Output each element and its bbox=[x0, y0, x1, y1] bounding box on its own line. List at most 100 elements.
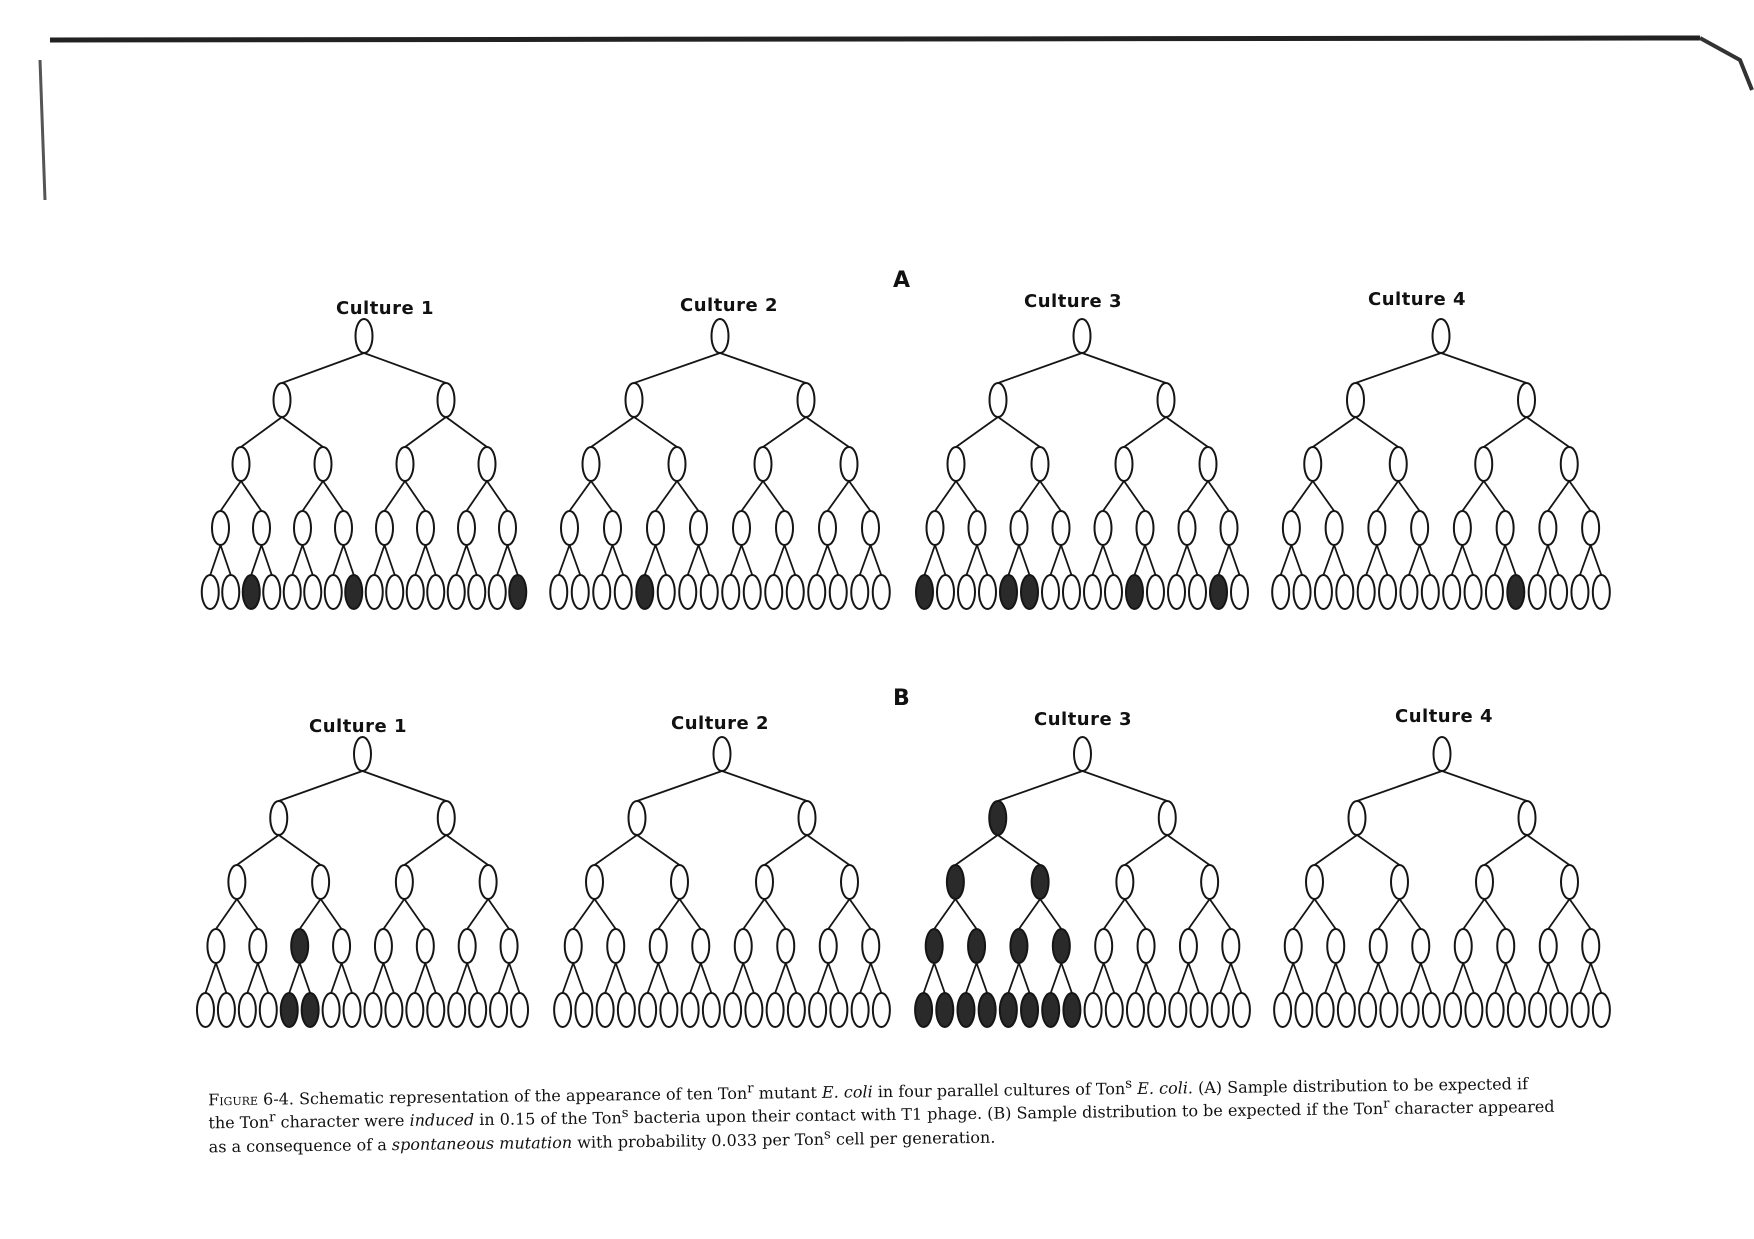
panel-b-culture-3-tree bbox=[914, 736, 1251, 1028]
division-line bbox=[568, 544, 582, 576]
bacterium-cell bbox=[574, 992, 594, 1028]
division-line bbox=[1568, 480, 1592, 512]
division-line bbox=[1018, 898, 1041, 930]
bacterium-cell bbox=[1230, 574, 1249, 610]
division-line bbox=[783, 544, 797, 576]
division-line bbox=[413, 962, 427, 994]
division-line bbox=[1039, 480, 1062, 512]
division-line bbox=[1547, 962, 1560, 994]
division-line bbox=[955, 416, 999, 448]
bacterium-cell bbox=[447, 992, 467, 1028]
division-line bbox=[1568, 898, 1592, 930]
bacterium-cell bbox=[840, 864, 859, 900]
division-line bbox=[923, 544, 936, 576]
bacterium-cell bbox=[384, 992, 404, 1028]
division-line bbox=[1207, 480, 1230, 512]
bacterium-cell bbox=[861, 510, 880, 546]
bacterium-cell bbox=[946, 446, 966, 482]
division-line bbox=[1579, 544, 1592, 576]
bacterium-cell bbox=[850, 992, 870, 1028]
division-line bbox=[1176, 962, 1190, 994]
bacterium-cell bbox=[1560, 864, 1579, 900]
division-line bbox=[827, 962, 840, 994]
bacterium-cell bbox=[1538, 510, 1558, 546]
bacterium-cell bbox=[262, 574, 282, 610]
bacterium-cell bbox=[807, 574, 827, 610]
bacterium-cell bbox=[1167, 574, 1186, 610]
division-line bbox=[1504, 962, 1518, 994]
bacterium-cell bbox=[627, 800, 647, 836]
panel-b-culture-2-title: Culture 2 bbox=[671, 713, 769, 734]
panel-a-label: A bbox=[893, 268, 911, 293]
bacterium-cell bbox=[1474, 446, 1494, 482]
caption-lead: Figure 6-4. bbox=[208, 1089, 295, 1110]
division-line bbox=[858, 544, 872, 576]
division-line bbox=[1483, 480, 1506, 512]
division-line bbox=[1102, 898, 1126, 930]
division-line bbox=[340, 962, 353, 994]
bacterium-cell bbox=[1421, 992, 1441, 1028]
bacterium-cell bbox=[1305, 864, 1324, 900]
bacterium-cell bbox=[1281, 510, 1301, 546]
bacterium-cell bbox=[678, 574, 698, 610]
division-line bbox=[1312, 416, 1357, 448]
bacterium-cell bbox=[1188, 574, 1207, 610]
bacterium-cell bbox=[1093, 510, 1113, 546]
bacterium-cell bbox=[755, 864, 774, 900]
division-line bbox=[686, 544, 700, 576]
bacterium-cell bbox=[818, 510, 837, 546]
bacterium-cell bbox=[1273, 992, 1293, 1028]
division-line bbox=[657, 898, 681, 930]
bacterium-cell bbox=[487, 574, 507, 610]
panel-a-culture-4-tree bbox=[1271, 318, 1611, 610]
mutant-bacterium-cell bbox=[1506, 574, 1526, 610]
bacterium-cell bbox=[723, 992, 743, 1028]
bacterium-cell bbox=[1231, 992, 1251, 1028]
division-line bbox=[731, 962, 745, 994]
bacterium-cell bbox=[861, 928, 881, 964]
division-line bbox=[1376, 480, 1399, 512]
bacterium-cell bbox=[1475, 864, 1494, 900]
division-line bbox=[1279, 544, 1293, 576]
division-line bbox=[209, 544, 222, 576]
division-line bbox=[593, 898, 617, 930]
bacterium-cell bbox=[1136, 928, 1156, 964]
bacterium-cell bbox=[1570, 992, 1590, 1028]
bacterium-cell bbox=[227, 864, 247, 900]
division-line bbox=[383, 480, 406, 512]
division-line bbox=[719, 352, 807, 384]
division-line bbox=[869, 544, 883, 576]
division-line bbox=[455, 962, 469, 994]
division-line bbox=[572, 962, 585, 994]
bacterium-cell bbox=[237, 992, 257, 1028]
division-line bbox=[1081, 352, 1167, 384]
bacterium-cell bbox=[646, 510, 665, 546]
division-line bbox=[1175, 544, 1188, 576]
mutant-bacterium-cell bbox=[914, 992, 934, 1028]
division-line bbox=[363, 352, 447, 384]
division-line bbox=[1504, 544, 1517, 576]
bacterium-cell bbox=[457, 928, 477, 964]
bacterium-cell bbox=[1464, 992, 1484, 1028]
division-line bbox=[1419, 962, 1433, 994]
bacterium-cell bbox=[1073, 736, 1092, 772]
division-line bbox=[342, 544, 355, 576]
division-line bbox=[219, 544, 232, 576]
division-line bbox=[815, 544, 829, 576]
bacterium-cell bbox=[1367, 510, 1387, 546]
bacterium-cell bbox=[670, 864, 689, 900]
division-line bbox=[740, 480, 764, 512]
division-line bbox=[848, 898, 872, 930]
division-line bbox=[721, 770, 808, 802]
bacterium-cell bbox=[1303, 446, 1323, 482]
division-line bbox=[1322, 544, 1335, 576]
division-line bbox=[997, 834, 1041, 866]
mutant-bacterium-cell bbox=[300, 992, 320, 1028]
mutant-bacterium-cell bbox=[915, 574, 934, 610]
division-line bbox=[762, 480, 786, 512]
division-line bbox=[646, 962, 660, 994]
bacterium-cell bbox=[786, 992, 806, 1028]
division-line bbox=[1579, 962, 1592, 994]
caption-species: E. coli bbox=[821, 1082, 873, 1102]
division-line bbox=[826, 480, 850, 512]
